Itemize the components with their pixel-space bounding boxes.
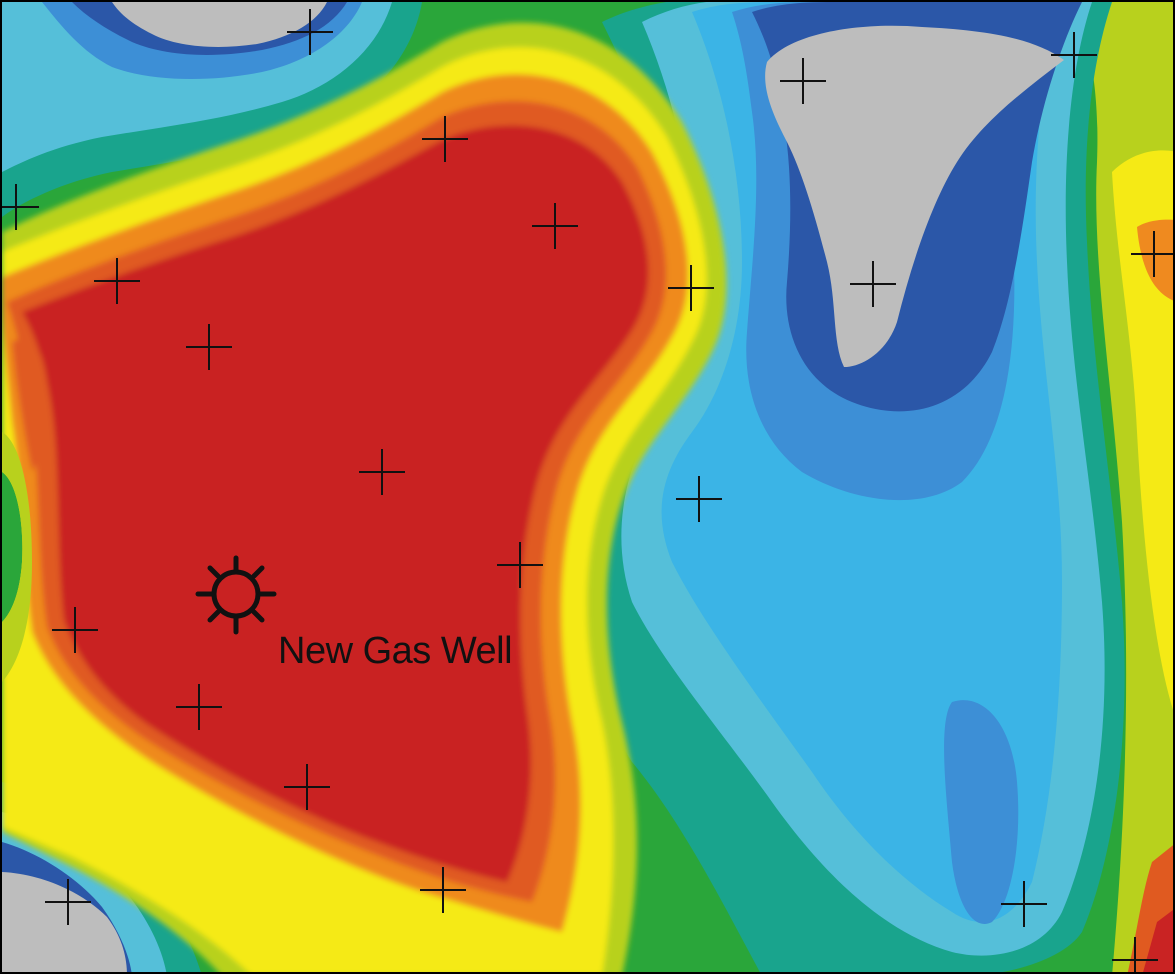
data-point-cross-icon xyxy=(1001,881,1047,927)
data-points xyxy=(2,9,1173,972)
data-point-cross-icon xyxy=(1112,937,1158,972)
north-west-low-zone xyxy=(2,2,422,217)
data-point-cross-icon xyxy=(2,184,39,230)
west-edge-zone xyxy=(2,432,32,682)
data-point-cross-icon xyxy=(186,324,232,370)
gas-well-symbol-icon xyxy=(195,555,277,635)
data-point-cross-icon xyxy=(850,261,896,307)
data-point-cross-icon xyxy=(1051,32,1097,78)
data-point-cross-icon xyxy=(287,9,333,55)
data-point-cross-icon xyxy=(284,764,330,810)
data-point-cross-icon xyxy=(668,265,714,311)
data-point-cross-icon xyxy=(52,607,98,653)
data-point-cross-icon xyxy=(94,258,140,304)
data-point-cross-icon xyxy=(676,476,722,522)
central-high-zone xyxy=(2,22,727,972)
data-point-cross-icon xyxy=(359,449,405,495)
data-point-cross-icon xyxy=(532,203,578,249)
data-point-cross-icon xyxy=(176,684,222,730)
data-point-cross-icon xyxy=(45,879,91,925)
data-point-cross-icon xyxy=(780,58,826,104)
data-point-cross-icon xyxy=(422,116,468,162)
data-point-cross-icon xyxy=(1131,231,1173,277)
data-point-cross-icon xyxy=(497,542,543,588)
well-label: New Gas Well xyxy=(278,630,513,672)
data-point-cross-icon xyxy=(420,867,466,913)
